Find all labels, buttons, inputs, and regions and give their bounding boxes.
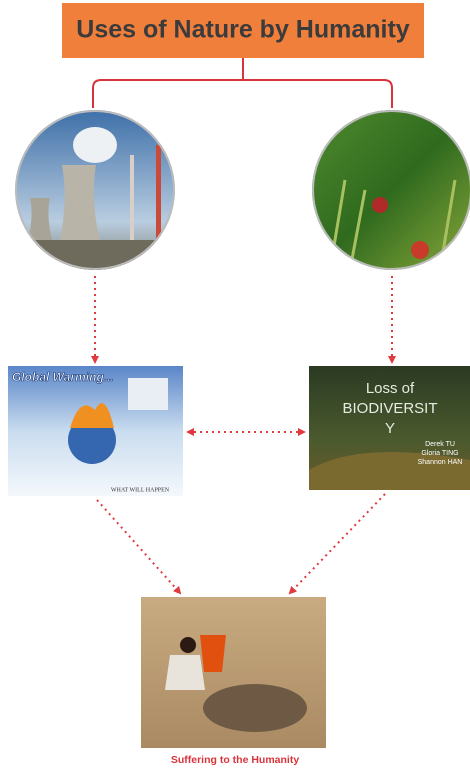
arrow <box>290 494 385 593</box>
footer-caption: Suffering to the Humanity <box>171 754 299 766</box>
image-title-line: Loss of <box>366 380 415 397</box>
image-title: Global Warming... <box>12 370 114 384</box>
image-caption: WHAT WILL HAPPEN <box>111 487 170 493</box>
power-plant-image <box>15 110 175 270</box>
image-title-line: BIODIVERSIT <box>342 400 437 417</box>
agriculture-image <box>312 110 470 270</box>
title: Uses of Nature by Humanity <box>76 16 410 44</box>
image-title-line: Y <box>385 420 395 437</box>
diagram: Uses of Nature by Humanity Global Warmin… <box>0 0 470 771</box>
global-warming-image: Global Warming... WHAT WILL HAPPEN <box>8 366 183 496</box>
author: Derek TU <box>425 441 455 448</box>
author: Gloria TING <box>421 450 458 457</box>
connector <box>93 58 392 108</box>
biodiversity-image: Loss of BIODIVERSIT Y Derek TU Gloria TI… <box>309 366 470 490</box>
arrow <box>97 500 180 593</box>
author: Shannon HAN <box>418 459 463 466</box>
suffering-image <box>141 597 326 748</box>
